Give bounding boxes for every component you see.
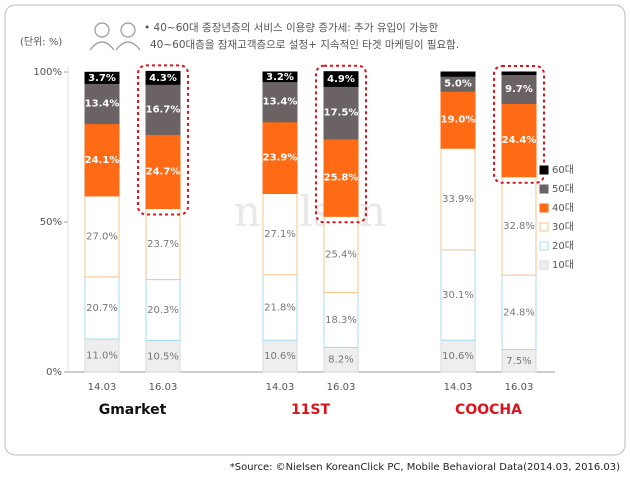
value-label: 24.8% — [503, 307, 535, 318]
bar-segment — [323, 85, 359, 140]
value-label: 4.9% — [327, 74, 355, 85]
value-label: 25.8% — [324, 173, 359, 184]
bar-segment — [323, 138, 359, 217]
value-label: 10.5% — [147, 351, 179, 362]
bar-segment — [84, 82, 120, 125]
legend-swatch — [539, 165, 549, 175]
value-label: 7.5% — [506, 356, 531, 367]
legend-label: 40대 — [552, 202, 574, 214]
value-label: 9.7% — [505, 84, 533, 95]
bar-segment — [440, 90, 476, 149]
value-label: 23.7% — [147, 239, 179, 250]
bar-segment — [440, 71, 476, 77]
legend-label: 10대 — [552, 259, 574, 271]
value-label: 27.1% — [264, 229, 296, 240]
chart-frame — [4, 4, 626, 456]
value-label: 24.1% — [85, 155, 120, 166]
annotation-line: 40~60대층을 잠재고객층으로 설정+ 지속적인 타겟 마케팅이 필요함. — [150, 39, 459, 51]
bar-segment — [262, 274, 298, 341]
value-label: 8.2% — [328, 355, 353, 366]
value-label: 20.3% — [147, 305, 179, 316]
bar-segment — [440, 249, 476, 341]
value-label: 16.7% — [146, 104, 181, 115]
unit-label: (단위: %) — [20, 35, 62, 48]
x-tick-label: 14.03 — [444, 382, 473, 393]
value-label: 19.0% — [441, 115, 476, 126]
value-label: 24.4% — [502, 135, 537, 146]
value-label: 25.4% — [325, 249, 357, 260]
value-label: 20.7% — [86, 303, 118, 314]
brand-logo: Gmarket — [99, 402, 167, 418]
bar-segment — [501, 176, 537, 276]
x-tick-label: 14.03 — [266, 382, 295, 393]
brand-logo: COOCHA — [455, 402, 522, 418]
bar-segment — [440, 147, 476, 251]
value-label: 17.5% — [324, 108, 359, 119]
brand-logo: 11ST — [291, 402, 331, 418]
annotation-line: • 40~60대 중장년층의 서비스 이용량 증가세: 추가 유입이 가능한 — [144, 21, 438, 34]
x-tick-label: 16.03 — [505, 382, 534, 393]
value-label: 21.8% — [264, 303, 296, 314]
legend-label: 20대 — [552, 240, 574, 252]
x-tick-label: 16.03 — [149, 382, 178, 393]
y-tick-label: 50% — [40, 217, 62, 228]
legend-swatch — [539, 222, 549, 232]
y-tick-label: 100% — [33, 67, 62, 78]
bar-segment — [262, 339, 298, 373]
value-label: 30.1% — [442, 290, 474, 301]
bar-segment — [84, 276, 120, 340]
bar-segment — [84, 123, 120, 197]
highlight-box — [315, 64, 367, 224]
bar-segment — [262, 81, 298, 123]
value-label: 11.0% — [86, 351, 118, 362]
y-tick-label: 0% — [46, 367, 62, 378]
legend-swatch — [539, 203, 549, 213]
value-label: 5.0% — [444, 79, 472, 90]
bar-segment — [145, 70, 181, 85]
value-label: 24.7% — [146, 166, 181, 177]
bar-segment — [84, 71, 120, 84]
bar-segment — [323, 71, 359, 87]
legend-swatch — [539, 184, 549, 194]
bar-segment — [323, 292, 359, 348]
value-label: 3.2% — [266, 72, 294, 83]
value-label: 33.9% — [442, 194, 474, 205]
bar-segment — [145, 208, 181, 281]
bar-segment — [501, 103, 537, 178]
value-label: 18.3% — [325, 315, 357, 326]
bar-segment — [501, 274, 537, 351]
people-icon — [89, 22, 141, 51]
highlight-box — [493, 65, 545, 184]
legend-label: 60대 — [552, 164, 574, 176]
bar-segment — [440, 339, 476, 373]
watermark: nielsen — [234, 187, 386, 236]
x-tick-label: 16.03 — [327, 382, 356, 393]
value-label: 27.0% — [86, 231, 118, 242]
x-tick-label: 14.03 — [88, 382, 117, 393]
value-label: 32.8% — [503, 221, 535, 232]
legend-swatch — [539, 260, 549, 270]
value-label: 10.6% — [264, 351, 296, 362]
bar-segment — [145, 83, 181, 135]
value-label: 3.7% — [88, 73, 116, 84]
value-label: 10.6% — [442, 351, 474, 362]
value-label: 4.3% — [149, 73, 177, 84]
bar-segment — [262, 193, 298, 276]
legend-label: 30대 — [552, 221, 574, 233]
bar-segment — [145, 133, 181, 209]
legend-label: 50대 — [552, 183, 574, 195]
bar-segment — [323, 215, 359, 293]
bar-segment — [84, 195, 120, 278]
source-note: *Source: ©Nielsen KoreanClick PC, Mobile… — [230, 462, 620, 473]
value-label: 13.4% — [263, 97, 298, 108]
value-label: 23.9% — [263, 153, 298, 164]
bar-segment — [323, 346, 359, 373]
legend-swatch — [539, 241, 549, 251]
value-label: 13.4% — [85, 99, 120, 110]
bar-segment — [501, 71, 537, 75]
bar-segment — [262, 71, 298, 83]
